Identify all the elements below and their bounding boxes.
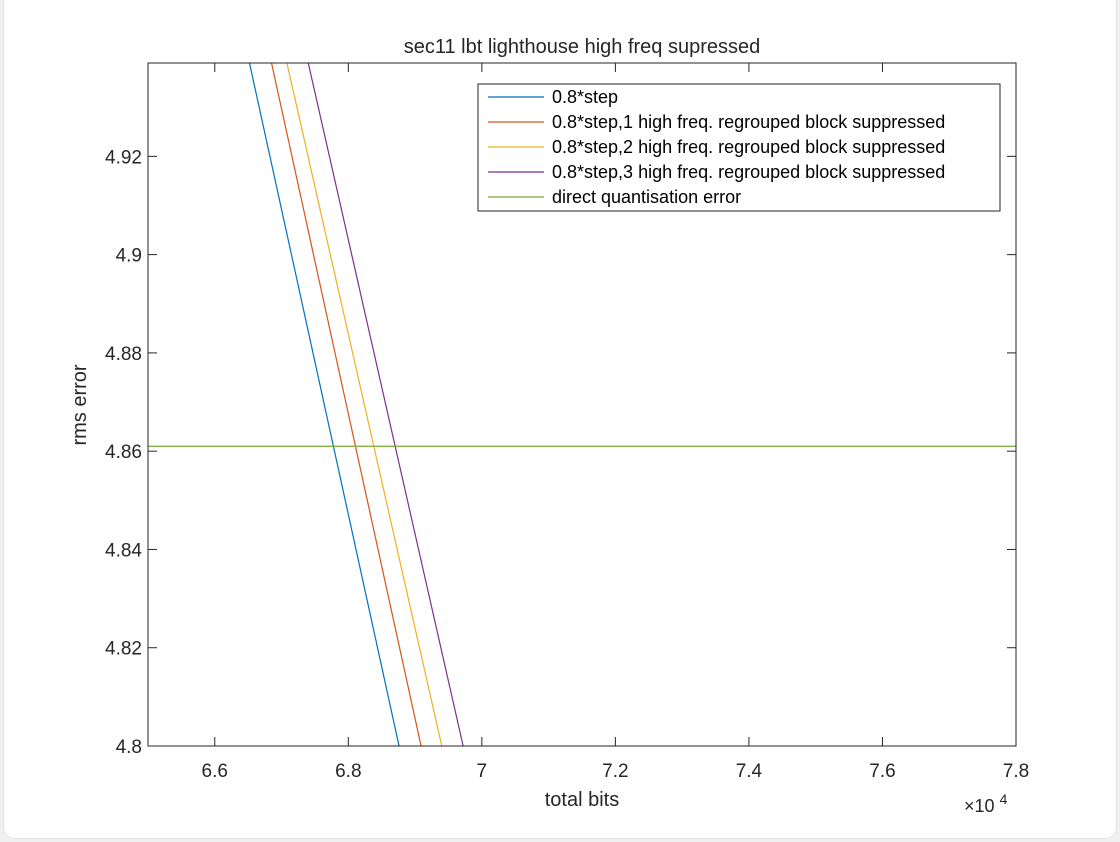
x-tick-label: 7.8 bbox=[1003, 761, 1029, 782]
x-tick-label: 6.8 bbox=[335, 761, 361, 782]
figure-canvas: sec11 lbt lighthouse high freq supressed… bbox=[4, 0, 1116, 838]
line-chart: sec11 lbt lighthouse high freq supressed… bbox=[69, 36, 1029, 816]
series-line-1 bbox=[248, 63, 400, 746]
legend-entry-4: 0.8*step,3 high freq. regrouped block su… bbox=[552, 162, 945, 182]
y-tick-label: 4.88 bbox=[105, 344, 142, 365]
legend-entry-5: direct quantisation error bbox=[552, 187, 741, 207]
x-axis-label: total bits bbox=[545, 789, 619, 811]
legend: 0.8*step 0.8*step,1 high freq. regrouped … bbox=[477, 83, 1001, 212]
series-line-2 bbox=[270, 63, 422, 746]
x-axis-multiplier-base: ×10 bbox=[964, 796, 995, 816]
y-tick-label: 4.84 bbox=[105, 540, 142, 561]
x-tick-label: 7.4 bbox=[736, 761, 763, 782]
y-tick-label: 4.82 bbox=[105, 639, 142, 660]
legend-entry-1: 0.8*step bbox=[552, 87, 618, 107]
y-tick-label: 4.9 bbox=[116, 246, 142, 267]
y-axis-label: rms error bbox=[69, 364, 91, 445]
x-tick-label: 6.6 bbox=[202, 761, 228, 782]
x-tick-label: 7.6 bbox=[869, 761, 895, 782]
x-axis-multiplier-exponent: 4 bbox=[1000, 791, 1008, 807]
legend-box bbox=[477, 83, 1001, 212]
axes-box bbox=[147, 62, 1017, 747]
series-line-4 bbox=[307, 63, 464, 746]
legend-entry-3: 0.8*step,2 high freq. regrouped block su… bbox=[552, 137, 945, 157]
x-axis-multiplier: ×10 4 bbox=[964, 791, 1008, 816]
y-tick-label: 4.86 bbox=[105, 442, 142, 463]
series-group bbox=[148, 63, 1016, 746]
series-line-3 bbox=[286, 63, 443, 746]
y-tick-label: 4.92 bbox=[105, 147, 142, 168]
x-tick-label: 7.2 bbox=[602, 761, 628, 782]
legend-entry-2: 0.8*step,1 high freq. regrouped block su… bbox=[552, 112, 945, 132]
x-tick-label: 7 bbox=[477, 761, 488, 782]
chart-title: sec11 lbt lighthouse high freq supressed bbox=[404, 36, 761, 58]
y-tick-label: 4.8 bbox=[116, 737, 142, 758]
